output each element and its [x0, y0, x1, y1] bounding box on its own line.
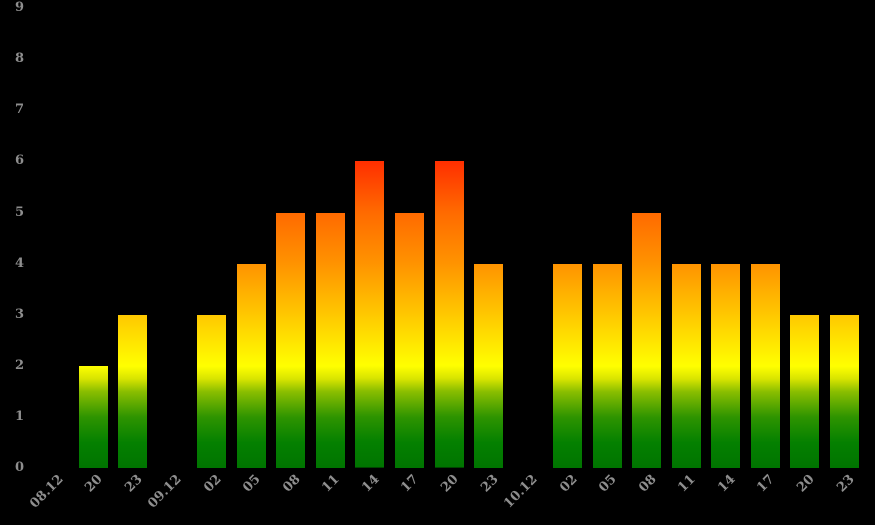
- x-axis-hour-label: 20: [794, 472, 818, 496]
- x-axis-hour-label: 14: [359, 472, 383, 496]
- x-axis-hour-label: 20: [438, 472, 462, 496]
- chart-bar: [315, 212, 345, 468]
- x-axis-hour-label: 08: [280, 472, 304, 496]
- x-axis-hour-label: 23: [833, 472, 858, 496]
- chart-bar: [394, 212, 424, 468]
- chart-bar: [197, 314, 227, 468]
- chart-bar: [671, 263, 701, 468]
- chart-bar: [830, 314, 859, 468]
- x-axis-hour-label: 23: [477, 472, 502, 496]
- x-axis-hour-label: 08: [635, 472, 660, 496]
- chart-bar: [750, 263, 780, 468]
- x-axis-hour-label: 23: [121, 472, 146, 496]
- chart-bar: [434, 161, 464, 468]
- x-axis-date-label: 08.12: [26, 472, 67, 512]
- x-axis-hour-label: 05: [596, 472, 620, 496]
- chart-bar: [276, 212, 306, 468]
- y-axis-tick-label: 3: [14, 306, 24, 322]
- x-axis-hour-label: 11: [675, 472, 699, 496]
- chart-bar: [790, 314, 820, 468]
- x-axis-date-label: 09.12: [145, 472, 185, 512]
- y-axis-tick-label: 7: [14, 102, 24, 118]
- chart-bar: [78, 365, 108, 468]
- chart-bar: [592, 263, 622, 468]
- y-axis-tick-label: 9: [14, 0, 24, 16]
- chart-bar: [474, 263, 504, 468]
- chart-bar: [236, 263, 266, 468]
- x-axis-hour-label: 17: [398, 472, 423, 496]
- x-axis-hour-label: 11: [319, 472, 343, 496]
- x-axis-hour-label: 02: [200, 472, 225, 496]
- y-axis-tick-label: 5: [14, 204, 24, 220]
- y-axis-tick-label: 0: [14, 460, 24, 475]
- chart-bar: [632, 212, 662, 468]
- x-axis-hour-label: 17: [754, 472, 778, 496]
- y-axis-tick-label: 8: [14, 51, 24, 67]
- chart-bar: [553, 263, 583, 468]
- y-axis-tick-label: 1: [14, 408, 24, 424]
- x-axis-hour-label: 05: [240, 472, 264, 496]
- x-axis-hour-label: 14: [715, 472, 739, 496]
- x-axis-date-label: 10.12: [501, 472, 541, 512]
- chart-bar: [118, 314, 148, 468]
- chart-bar: [711, 263, 741, 468]
- y-axis-tick-label: 2: [14, 357, 24, 373]
- x-axis-hour-label: 20: [82, 472, 106, 496]
- x-axis-hour-label: 02: [556, 472, 581, 496]
- y-axis-tick-label: 6: [14, 153, 24, 169]
- y-axis-tick-label: 4: [14, 255, 24, 271]
- chart-bar: [355, 161, 385, 468]
